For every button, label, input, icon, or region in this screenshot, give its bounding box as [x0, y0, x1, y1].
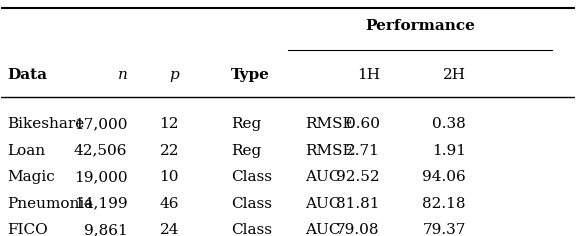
Text: 79.08: 79.08 — [336, 223, 380, 236]
Text: 9,861: 9,861 — [84, 223, 127, 236]
Text: 82.18: 82.18 — [422, 197, 466, 211]
Text: AUC: AUC — [305, 170, 340, 184]
Text: Bikeshare: Bikeshare — [7, 117, 84, 131]
Text: Reg: Reg — [230, 117, 261, 131]
Text: Type: Type — [230, 68, 270, 82]
Text: 12: 12 — [160, 117, 179, 131]
Text: 0.38: 0.38 — [432, 117, 466, 131]
Text: Class: Class — [230, 170, 272, 184]
Text: RMSE: RMSE — [305, 144, 354, 158]
Text: p: p — [169, 68, 179, 82]
Text: Reg: Reg — [230, 144, 261, 158]
Text: 0.60: 0.60 — [346, 117, 380, 131]
Text: 2.71: 2.71 — [346, 144, 380, 158]
Text: FICO: FICO — [7, 223, 48, 236]
Text: Loan: Loan — [7, 144, 46, 158]
Text: 14,199: 14,199 — [74, 197, 127, 211]
Text: n: n — [118, 68, 127, 82]
Text: 1.91: 1.91 — [431, 144, 466, 158]
Text: Data: Data — [7, 68, 47, 82]
Text: RMSE: RMSE — [305, 117, 354, 131]
Text: 19,000: 19,000 — [74, 170, 127, 184]
Text: 92.52: 92.52 — [336, 170, 380, 184]
Text: 10: 10 — [160, 170, 179, 184]
Text: 81.81: 81.81 — [336, 197, 380, 211]
Text: 79.37: 79.37 — [422, 223, 466, 236]
Text: AUC: AUC — [305, 223, 340, 236]
Text: Magic: Magic — [7, 170, 55, 184]
Text: AUC: AUC — [305, 197, 340, 211]
Text: 22: 22 — [160, 144, 179, 158]
Text: 2H: 2H — [443, 68, 466, 82]
Text: Class: Class — [230, 197, 272, 211]
Text: 24: 24 — [160, 223, 179, 236]
Text: 17,000: 17,000 — [74, 117, 127, 131]
Text: Pneumonia: Pneumonia — [7, 197, 93, 211]
Text: Performance: Performance — [365, 19, 475, 33]
Text: 94.06: 94.06 — [422, 170, 466, 184]
Text: Class: Class — [230, 223, 272, 236]
Text: 1H: 1H — [357, 68, 380, 82]
Text: 42,506: 42,506 — [74, 144, 127, 158]
Text: 46: 46 — [160, 197, 179, 211]
